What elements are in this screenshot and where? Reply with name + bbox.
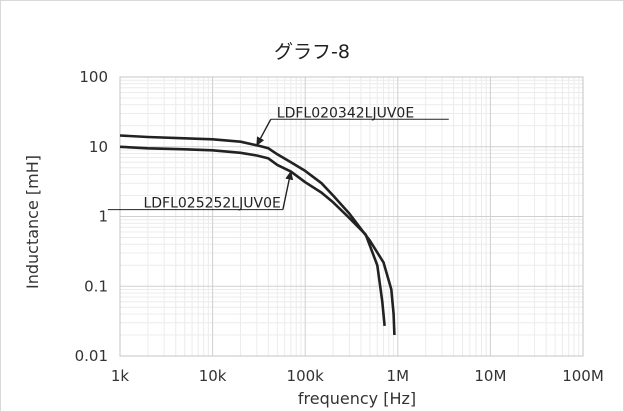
series-line-1 [119, 134, 396, 336]
annotation-arrow [282, 170, 294, 210]
x-tick-label: 10M [474, 367, 506, 385]
plot-area [119, 76, 584, 357]
series-label-2: LDFL025252LJUV0E [143, 196, 280, 212]
annotations: LDFL020342LJUV0E LDFL025252LJUV0E [107, 105, 449, 212]
annotation-arrow [256, 118, 272, 147]
x-tick-label: 100k [287, 367, 325, 385]
y-tick-label: 10 [89, 138, 108, 156]
x-tick-label: 10k [199, 367, 227, 385]
series-label-1: LDFL020342LJUV0E [277, 105, 414, 121]
chart-title: グラフ-8 [274, 41, 350, 63]
y-tick-label: 0.1 [84, 277, 108, 295]
x-axis-label: frequency [Hz] [298, 389, 416, 408]
y-tick-label: 1 [98, 208, 108, 226]
x-tick-label: 100M [562, 367, 604, 385]
tick-labels: 1k 10k 100k 1M 10M 100M 0.01 0.1 1 10 100 [75, 68, 604, 385]
x-tick-label: 1M [387, 367, 410, 385]
x-tick-label: 1k [111, 367, 130, 385]
grid [119, 76, 584, 357]
y-tick-label: 100 [79, 68, 108, 86]
y-tick-label: 0.01 [75, 347, 108, 365]
y-axis-label: Inductance [mH] [23, 155, 42, 289]
